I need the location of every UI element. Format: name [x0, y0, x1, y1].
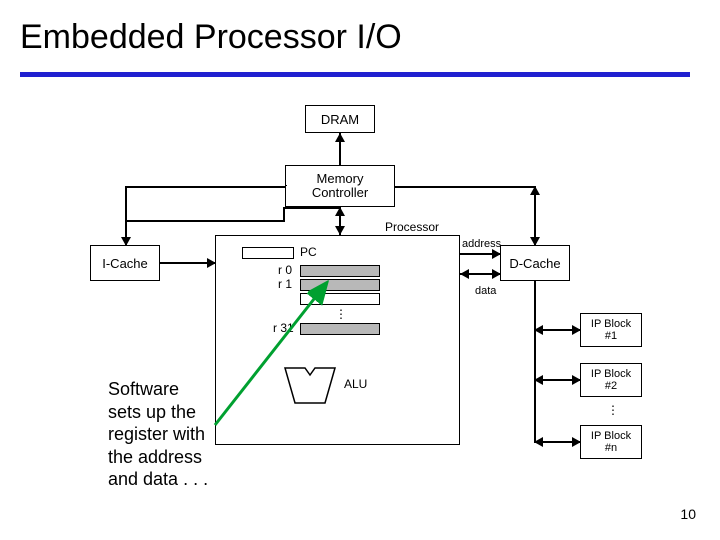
arrow-ip1-r — [572, 325, 581, 335]
label-data: data — [475, 285, 496, 297]
processor-label: Processor — [385, 220, 439, 234]
reg-pc — [242, 247, 294, 259]
edge-dcache-ipbus — [534, 281, 536, 441]
annotation-text: Software sets up the register with the a… — [108, 378, 208, 491]
edge-mc-right — [395, 186, 535, 188]
edge-memctrl-left-h — [125, 220, 285, 222]
arrow-data-right — [492, 269, 501, 279]
arrow-ip1-l — [534, 325, 543, 335]
arrow-icache-proc — [207, 258, 216, 268]
arrow-icache-down — [121, 237, 131, 246]
label-pc: PC — [300, 245, 317, 259]
edge-memctrl-leftv — [283, 207, 285, 221]
arrow-ipn-r — [572, 437, 581, 447]
arrow-dram-up — [335, 133, 345, 142]
block-ip1: IP Block #1 — [580, 313, 642, 347]
block-ipn: IP Block #n — [580, 425, 642, 459]
edge-stub-left — [285, 185, 287, 186]
block-memory-controller: Memory Controller — [285, 165, 395, 207]
label-alu: ALU — [344, 377, 367, 391]
arrow-addr-right — [492, 249, 501, 259]
arrow-memctrl-down — [335, 226, 345, 235]
edge-memctrl-top-h — [283, 207, 339, 209]
arrow-ipn-l — [534, 437, 543, 447]
block-dcache: D-Cache — [500, 245, 570, 281]
title-underline — [20, 72, 690, 77]
block-dram: DRAM — [305, 105, 375, 133]
block-ip2: IP Block #2 — [580, 363, 642, 397]
arrow-dcache-up — [530, 186, 540, 195]
edge-mc-left — [125, 186, 285, 188]
arrow-ip2-l — [534, 375, 543, 385]
arrow-data-left — [460, 269, 469, 279]
block-icache: I-Cache — [90, 245, 160, 281]
arrow-ip2-r — [572, 375, 581, 385]
arrow-dcache-down — [530, 237, 540, 246]
label-address: address — [462, 238, 501, 250]
page-number: 10 — [680, 506, 696, 522]
ip-dots: ⋮ — [607, 403, 621, 417]
page-title: Embedded Processor I/O — [20, 18, 402, 57]
